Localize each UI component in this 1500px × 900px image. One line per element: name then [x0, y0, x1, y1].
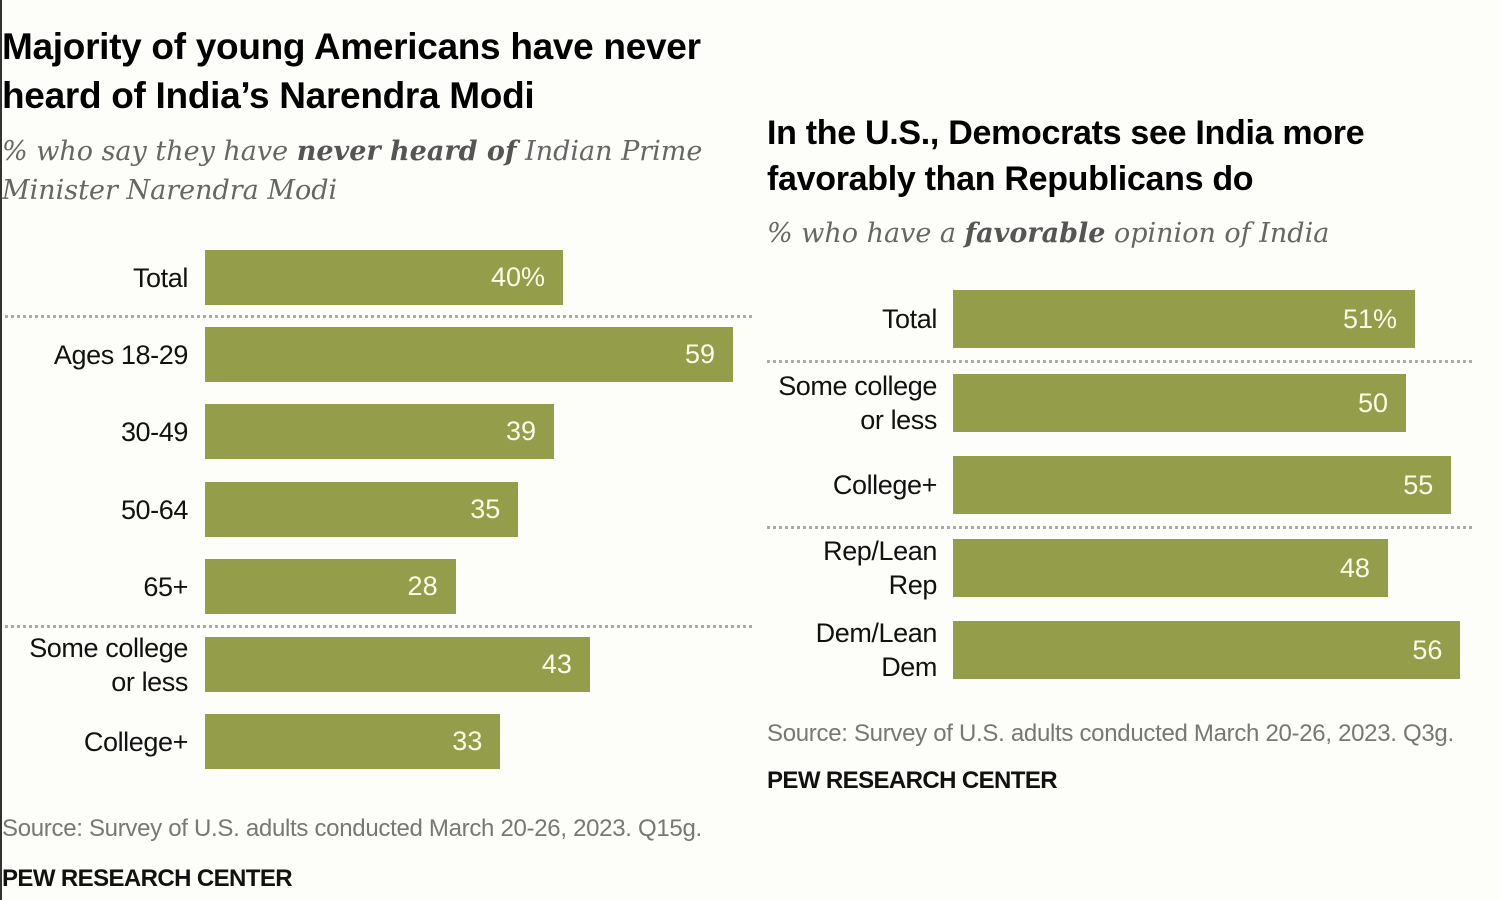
chart-title: Majority of young Americans have never h…	[2, 26, 701, 116]
subtitle-pre: % who have a	[767, 218, 965, 249]
bar	[205, 482, 519, 537]
chart-subtitle: % who say they have never heard of India…	[2, 132, 722, 210]
bar-value-label: 33	[452, 726, 483, 756]
category-label: College+	[83, 726, 189, 757]
bar-value-label: 50	[1357, 387, 1388, 418]
bar	[205, 559, 456, 614]
bar	[205, 404, 555, 459]
category-label: College+	[832, 470, 938, 500]
category-label: Some college or less	[778, 371, 937, 435]
subtitle-post: Indian Prime Minister Narendra Modi	[2, 136, 703, 206]
category-label: Rep/Lean Rep	[823, 536, 937, 600]
bar	[953, 539, 1388, 597]
group-divider	[767, 525, 1472, 529]
subtitle-emphasis: never heard of	[296, 136, 517, 167]
category-label: Dem/Lean Dem	[815, 618, 938, 682]
source-note: Source: Survey of U.S. adults conducted …	[2, 815, 702, 842]
bar-value-label: 59	[685, 339, 716, 369]
bar	[205, 250, 563, 305]
chart-subtitle: % who have a favorable opinion of India	[767, 214, 1467, 253]
bar	[205, 637, 590, 692]
bar-value-label: 43	[541, 649, 572, 679]
category-label: Total	[881, 304, 937, 334]
bar-value-label: 55	[1403, 469, 1434, 500]
bar	[953, 621, 1461, 679]
category-label: Some college or less	[29, 632, 188, 697]
bar-value-label: 48	[1339, 552, 1370, 583]
category-label: 30-49	[120, 416, 188, 447]
category-label: 50-64	[120, 494, 188, 525]
bar	[205, 327, 734, 382]
bar	[953, 374, 1406, 432]
bar-value-label: 40%	[490, 262, 545, 292]
group-divider	[5, 315, 752, 318]
bar-value-label: 51%	[1343, 303, 1398, 334]
bar	[953, 290, 1416, 348]
chart-title: In the U.S., Democrats see India more fa…	[767, 114, 1365, 198]
subtitle-emphasis: favorable	[964, 218, 1106, 249]
source-note: Source: Survey of U.S. adults conducted …	[767, 720, 1454, 747]
bar-value-label: 56	[1412, 634, 1443, 665]
category-label: Ages 18-29	[53, 339, 189, 370]
pew-research-center-logo: PEW RESEARCH CENTER	[767, 767, 1058, 794]
group-divider	[767, 360, 1472, 363]
bar-value-label: 35	[470, 494, 501, 524]
bar-value-label: 39	[506, 416, 537, 446]
bar	[953, 456, 1452, 514]
group-divider	[5, 624, 752, 628]
bar-value-label: 28	[407, 571, 438, 601]
subtitle-pre: % who say they have	[2, 136, 297, 167]
category-label: Total	[132, 262, 188, 293]
category-label: 65+	[143, 571, 188, 602]
left-edge-border	[0, 0, 2, 900]
pew-research-center-logo: PEW RESEARCH CENTER	[2, 865, 293, 892]
bar	[205, 714, 501, 769]
subtitle-post: opinion of India	[1105, 218, 1330, 249]
